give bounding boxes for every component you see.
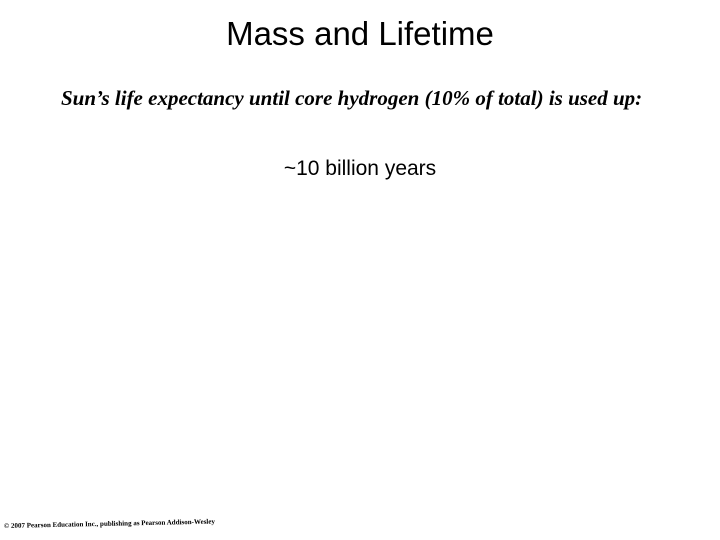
copyright-notice: © 2007 Pearson Education Inc., publishin… bbox=[3, 517, 216, 530]
slide-subtitle: Sun’s life expectancy until core hydroge… bbox=[61, 86, 643, 110]
life-expectancy-statement: ~10 billion years bbox=[0, 155, 720, 183]
slide-title: Mass and Lifetime bbox=[226, 15, 494, 52]
life-expectancy-value: ~10 billion years bbox=[283, 157, 437, 180]
